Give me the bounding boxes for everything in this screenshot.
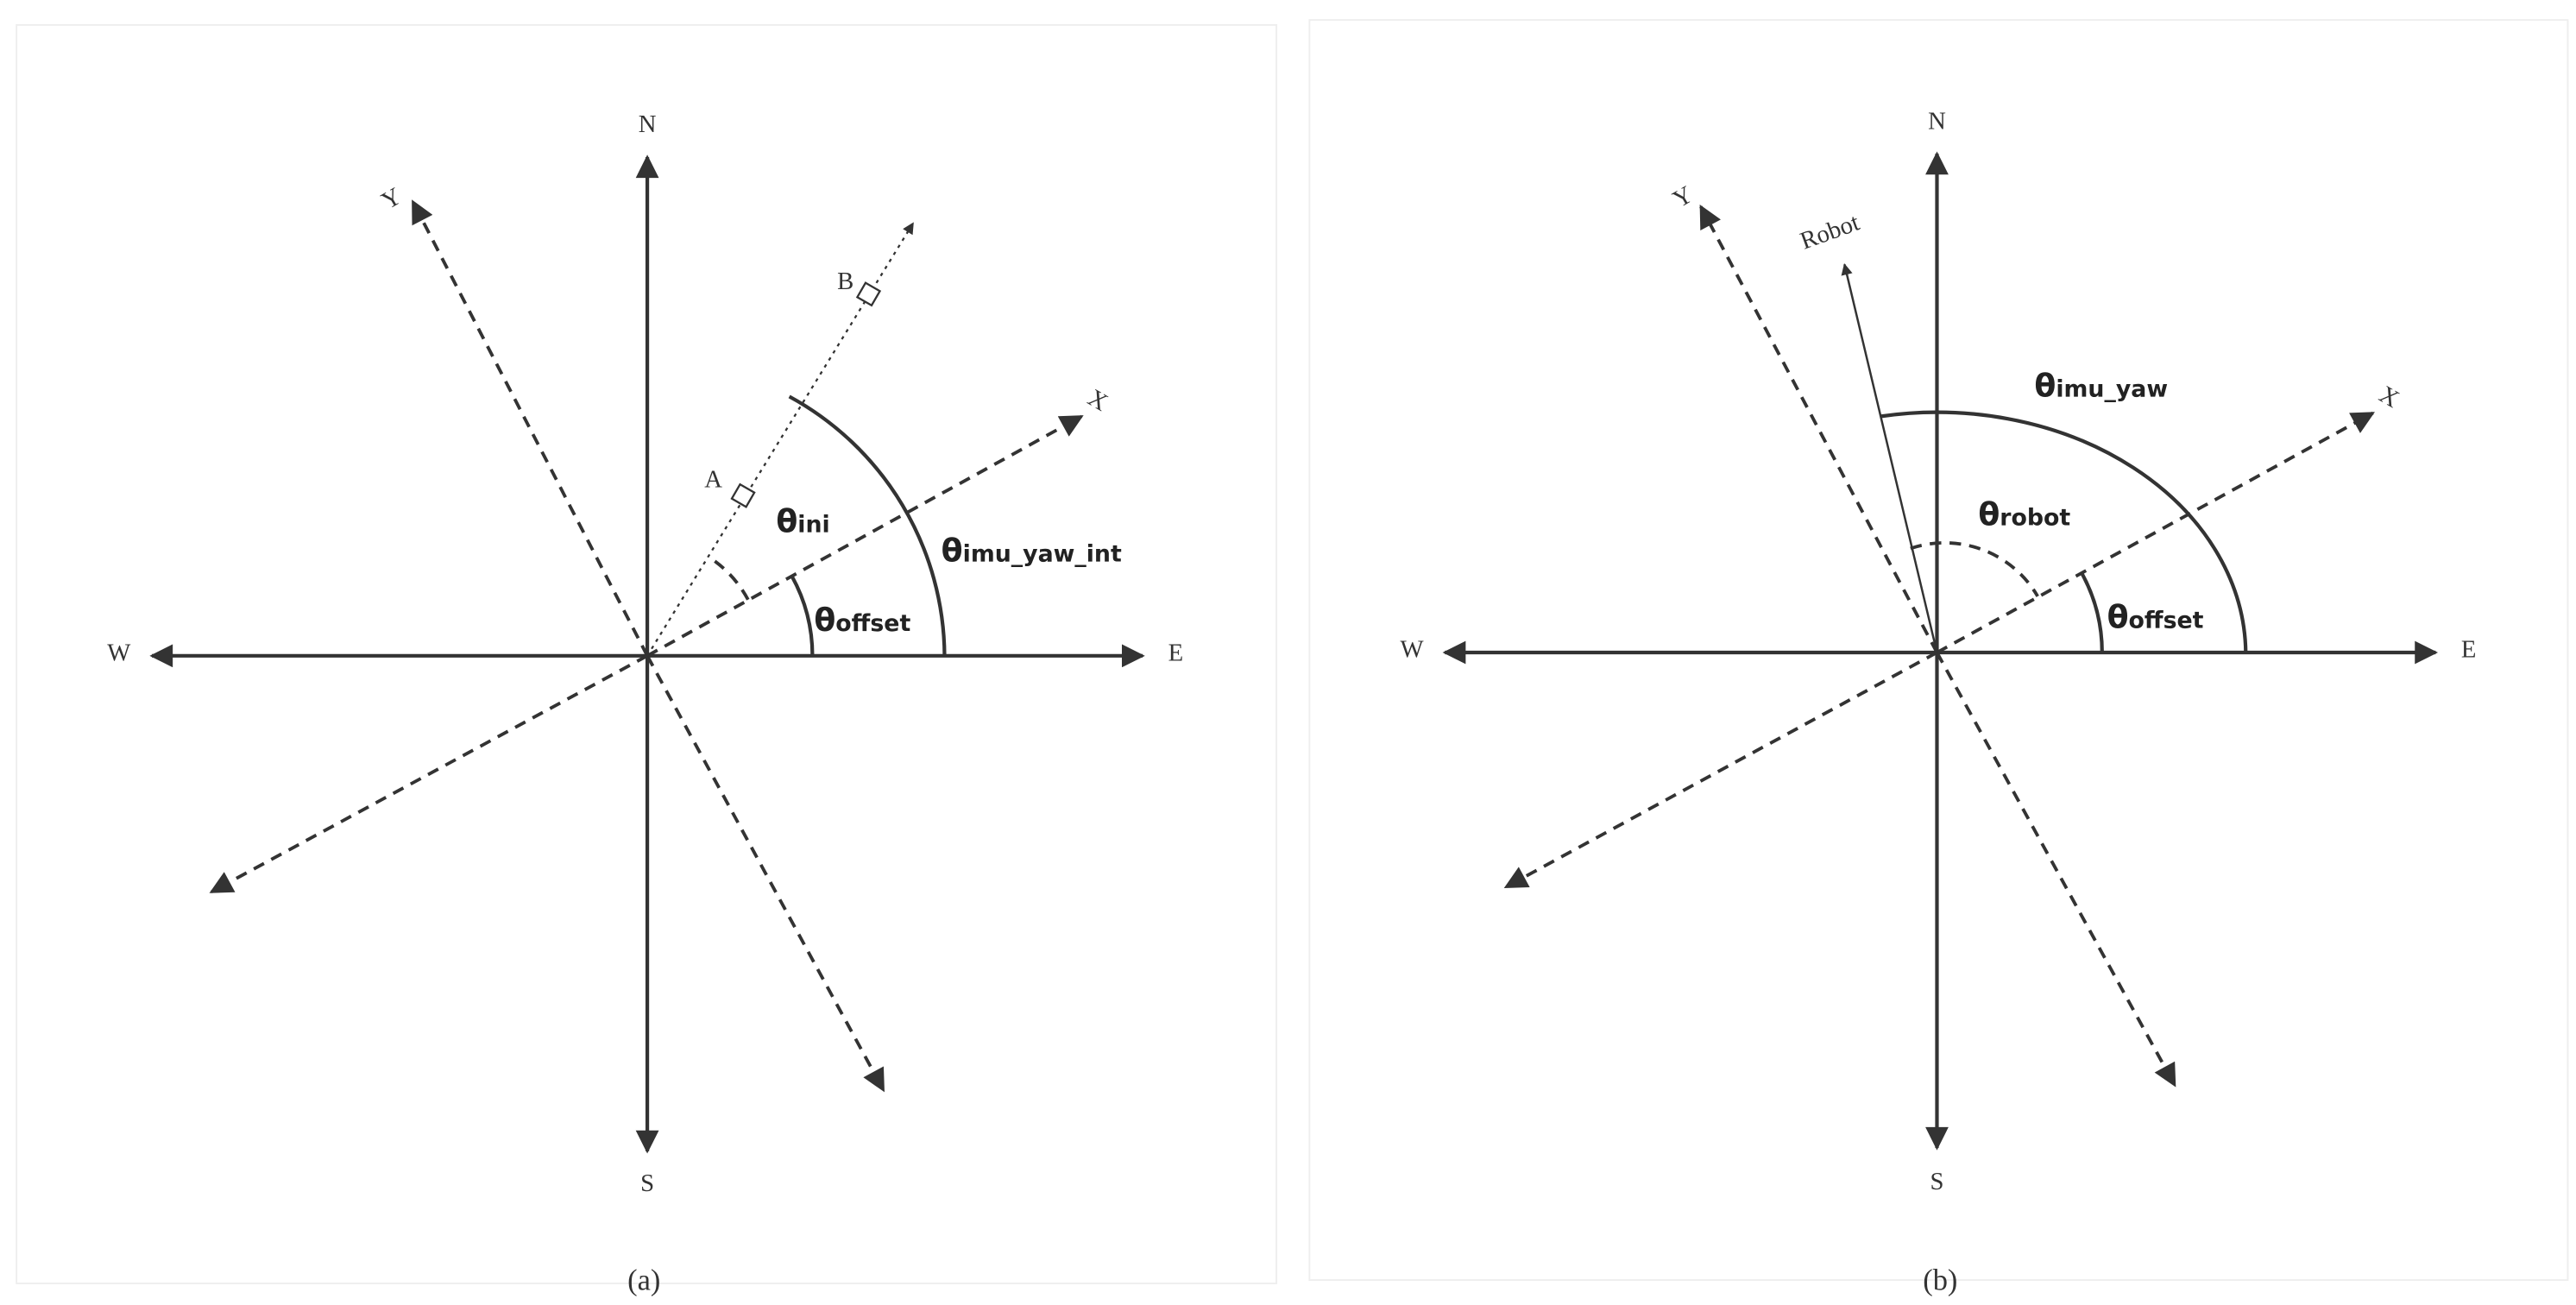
label-e: E bbox=[1168, 640, 1184, 667]
offset-arc bbox=[790, 575, 815, 656]
panel-frame bbox=[16, 23, 1278, 1284]
ini-arc bbox=[707, 555, 750, 601]
label-s: S bbox=[640, 1169, 654, 1197]
label-w: W bbox=[1400, 636, 1424, 664]
label-s: S bbox=[1930, 1168, 1944, 1195]
label-y: Y bbox=[377, 182, 406, 215]
label-robot: Robot bbox=[1797, 209, 1863, 255]
label-a: A bbox=[704, 466, 722, 494]
label-n: N bbox=[639, 110, 657, 138]
robot-line bbox=[1841, 263, 1938, 653]
y-axis-neg bbox=[646, 654, 885, 1093]
offset-arc bbox=[2080, 571, 2104, 653]
imu-yaw-int-arc bbox=[788, 394, 947, 656]
x-axis bbox=[1936, 411, 2375, 654]
point-b bbox=[855, 281, 882, 307]
y-axis bbox=[1699, 204, 1939, 653]
label-x: X bbox=[2375, 381, 2404, 413]
angle-label: θrobot bbox=[1978, 496, 2070, 533]
x-axis-neg bbox=[1503, 651, 1938, 889]
label-e: E bbox=[2461, 636, 2477, 664]
panel-a: N S W E X Y A B θini θimu_yaw_int θoffse… bbox=[16, 23, 1278, 1297]
x-axis bbox=[646, 414, 1084, 658]
imu-yaw-arc bbox=[1880, 410, 2248, 653]
y-axis bbox=[411, 199, 649, 657]
angle-label: θimu_yaw_int bbox=[942, 533, 1122, 570]
angle-label: θini bbox=[776, 502, 829, 539]
caption: (b) bbox=[1923, 1264, 1957, 1297]
robot-arc bbox=[1910, 541, 2039, 597]
label-x: X bbox=[1083, 384, 1112, 417]
angle-label: θoffset bbox=[814, 602, 910, 639]
angle-label: θoffset bbox=[2107, 598, 2204, 635]
caption: (a) bbox=[627, 1264, 660, 1297]
label-b: B bbox=[837, 268, 853, 295]
label-w: W bbox=[107, 640, 131, 667]
label-y: Y bbox=[1668, 180, 1697, 213]
angle-label: θimu_yaw bbox=[2034, 367, 2168, 404]
point-a bbox=[730, 482, 756, 508]
panel-b: N S W E X Y Robot θimu_yaw θrobot θoffse… bbox=[1308, 19, 2569, 1297]
y-axis-neg bbox=[1935, 652, 2176, 1088]
label-n: N bbox=[1928, 107, 1946, 135]
panel-frame bbox=[1308, 19, 2569, 1282]
x-axis-neg bbox=[209, 654, 648, 894]
